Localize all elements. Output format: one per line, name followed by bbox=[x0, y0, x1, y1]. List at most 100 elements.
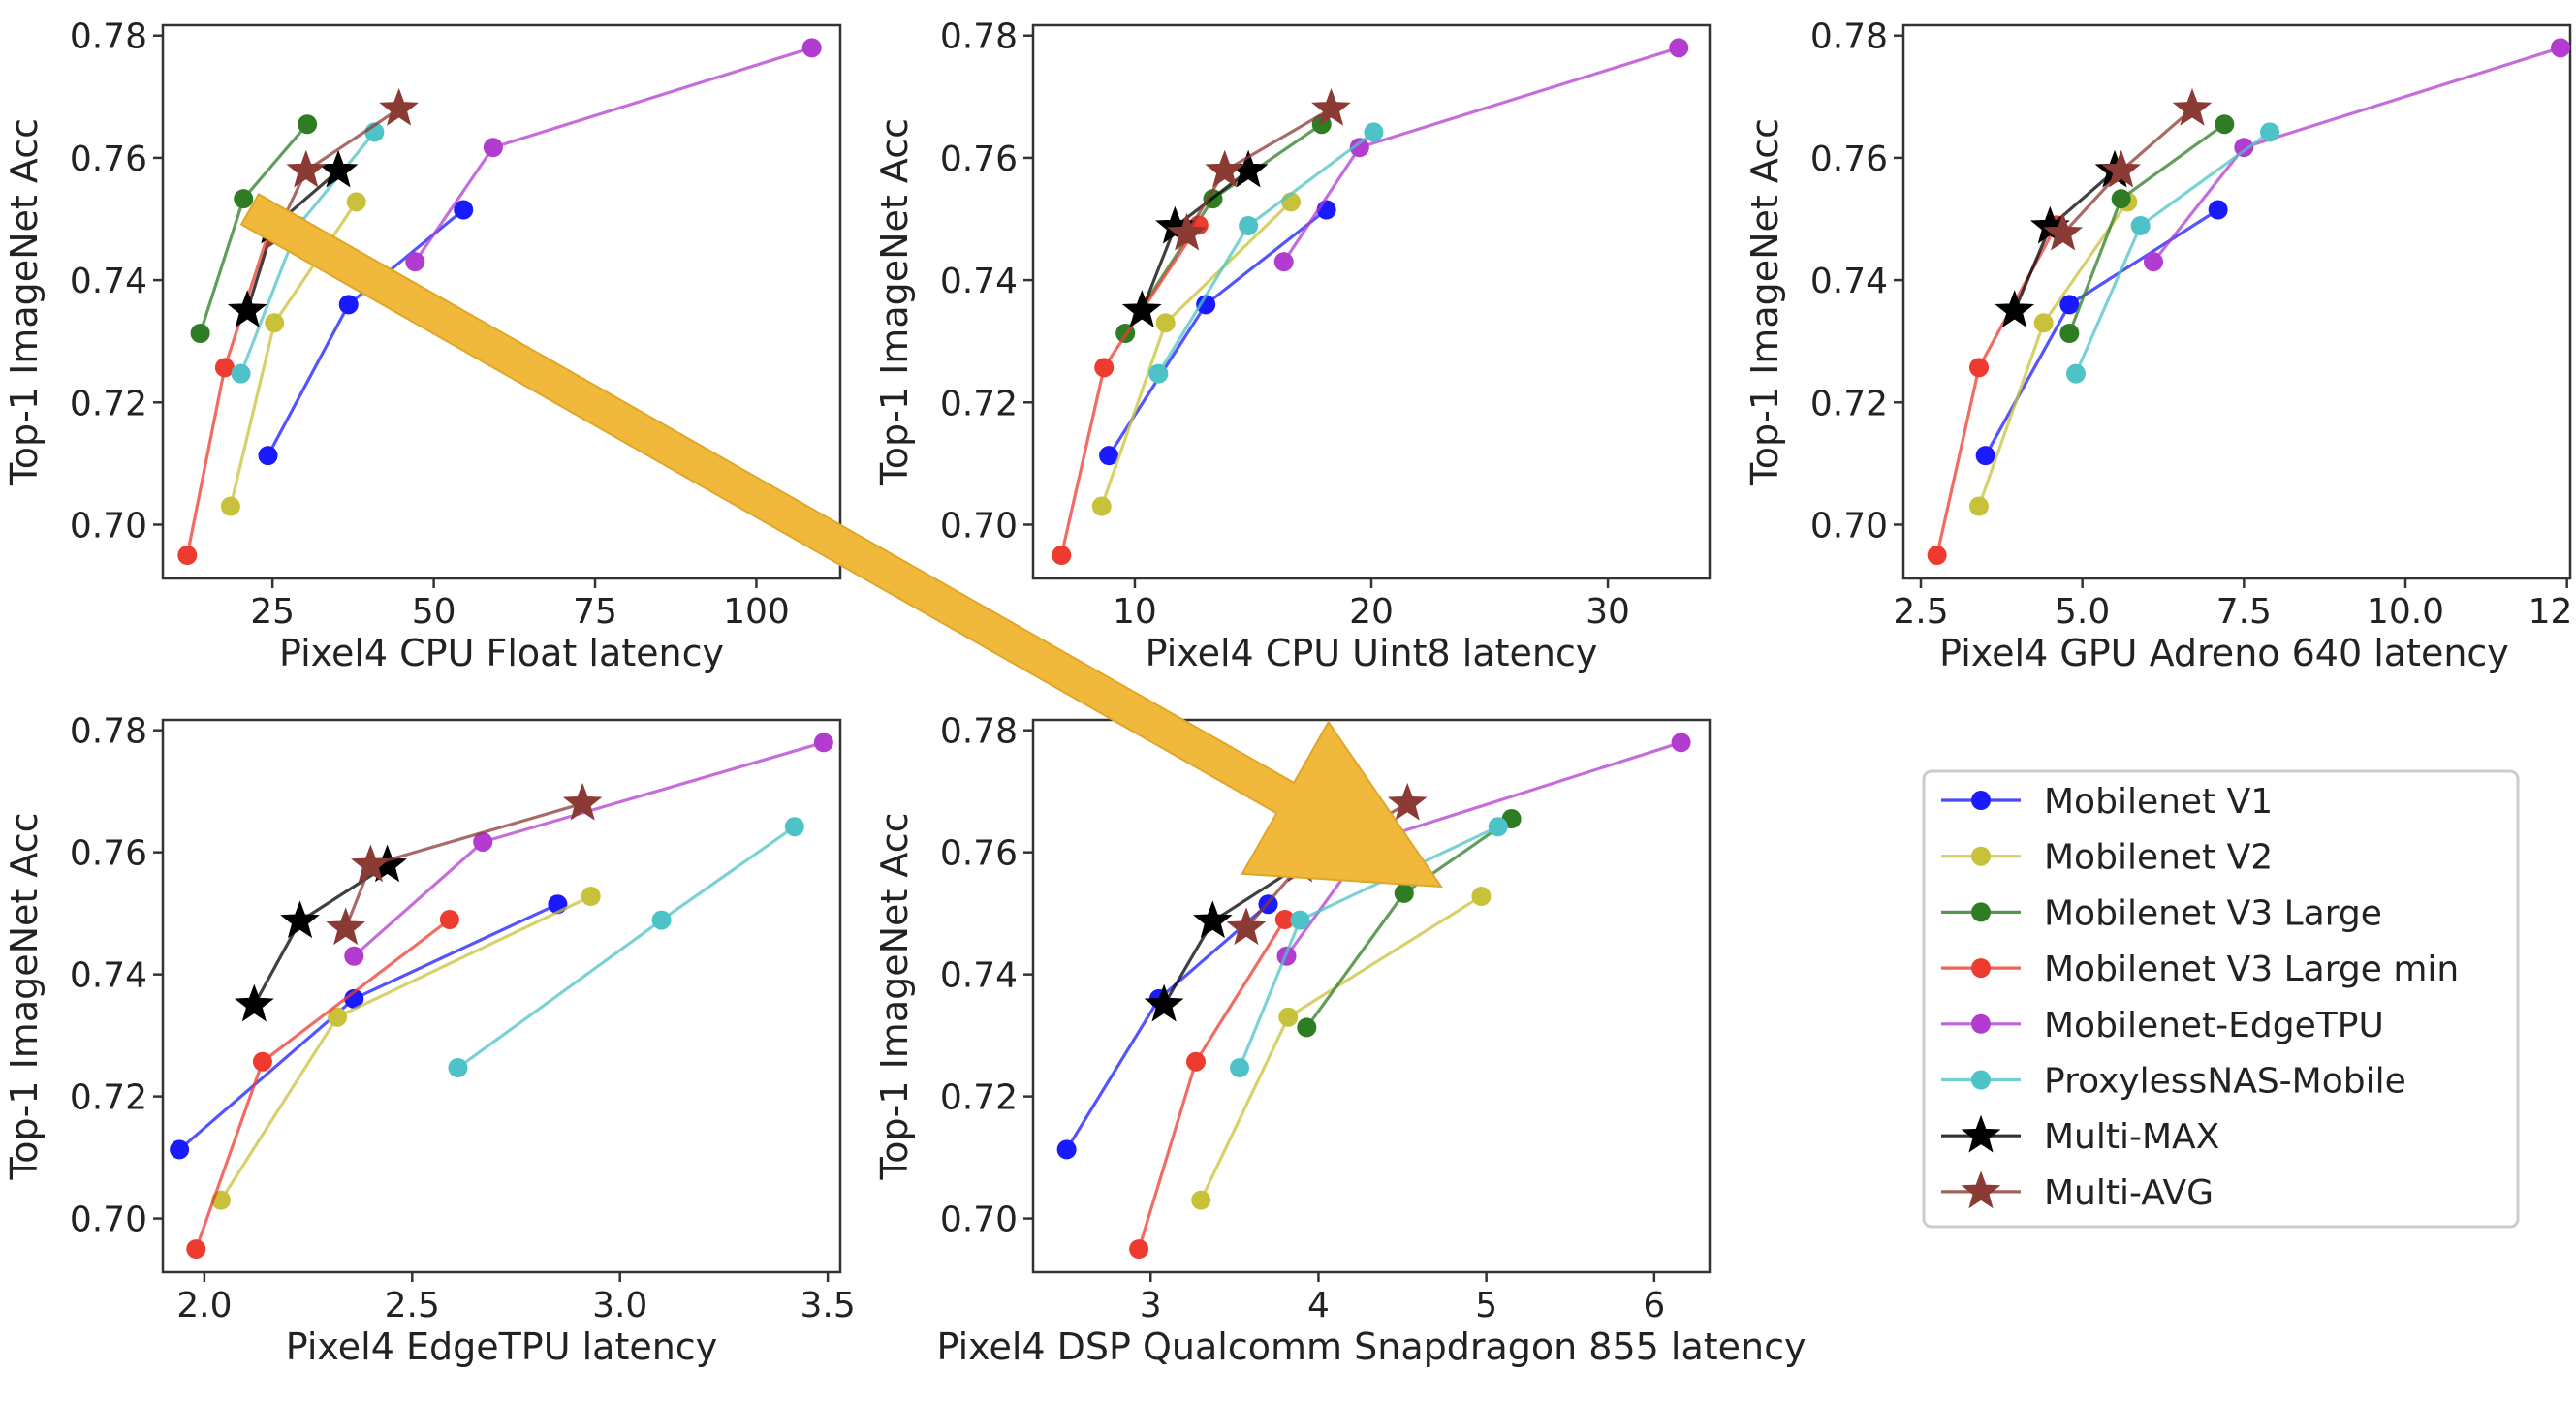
data-point bbox=[1969, 496, 1989, 516]
data-point bbox=[439, 909, 459, 929]
data-point bbox=[1671, 733, 1691, 753]
legend-entry-multi-avg: Multi-AVG bbox=[1941, 1170, 2214, 1213]
series-mobilenet-v2 bbox=[1191, 887, 1492, 1210]
series-multi-avg bbox=[1167, 87, 1351, 251]
series-mobilenet-edgetpu bbox=[1273, 38, 1689, 272]
series-mobilenet-edgetpu bbox=[344, 733, 833, 966]
data-point bbox=[2551, 38, 2570, 58]
x-tick-label: 10 bbox=[1113, 592, 1157, 632]
data-point-star bbox=[227, 290, 267, 327]
legend-label: ProxylessNAS-Mobile bbox=[2044, 1062, 2406, 1102]
y-tick-label: 0.72 bbox=[1810, 384, 1888, 423]
y-tick-label: 0.78 bbox=[940, 712, 1018, 752]
y-tick-label: 0.74 bbox=[1810, 262, 1888, 301]
y-tick-label: 0.78 bbox=[1810, 17, 1888, 57]
y-tick-label: 0.76 bbox=[70, 834, 147, 874]
plot-area bbox=[1901, 23, 2572, 580]
plot-area bbox=[1031, 23, 1712, 580]
x-tick-label: 3.0 bbox=[592, 1286, 647, 1325]
legend-label: Mobilenet V3 Large bbox=[2044, 893, 2382, 933]
legend-label: Mobilenet V1 bbox=[2044, 782, 2273, 822]
y-axis-label: Top-1 ImageNet Acc bbox=[873, 813, 916, 1181]
x-tick-label: 2.0 bbox=[176, 1286, 232, 1325]
highlight-arrow-shape bbox=[239, 193, 1443, 889]
legend-circle-marker bbox=[1971, 1013, 1991, 1034]
data-point bbox=[405, 252, 425, 272]
data-point bbox=[1099, 446, 1119, 466]
plot-area bbox=[161, 718, 842, 1274]
data-point bbox=[483, 138, 503, 158]
legend-label: Mobilenet-EdgeTPU bbox=[2044, 1006, 2384, 1045]
y-tick-label: 0.76 bbox=[1810, 140, 1888, 179]
data-point bbox=[1230, 1058, 1250, 1078]
data-point-star bbox=[1192, 900, 1233, 939]
data-point bbox=[1186, 1051, 1207, 1072]
data-point bbox=[473, 831, 493, 852]
data-point bbox=[190, 323, 210, 343]
legend-entry-mobilenet-v3-large: Mobilenet V3 Large bbox=[1941, 893, 2382, 933]
data-point bbox=[1290, 910, 1310, 930]
legend-circle-marker bbox=[1971, 1070, 1991, 1090]
y-tick-label: 0.72 bbox=[940, 384, 1018, 423]
data-point bbox=[1297, 1017, 1317, 1038]
x-tick-label: 100 bbox=[723, 592, 790, 632]
y-axis-label: Top-1 ImageNet Acc bbox=[873, 118, 916, 486]
data-point bbox=[2208, 200, 2228, 220]
data-point bbox=[2059, 323, 2080, 343]
x-tick-label: 6 bbox=[1643, 1286, 1665, 1325]
data-point bbox=[2066, 363, 2086, 384]
series-mobilenet-edgetpu bbox=[2144, 38, 2570, 272]
data-point bbox=[186, 1239, 206, 1260]
data-point-star bbox=[1205, 149, 1245, 188]
data-point bbox=[2215, 114, 2235, 135]
x-tick-label: 5 bbox=[1475, 1286, 1497, 1325]
data-point bbox=[1278, 1007, 1299, 1027]
subplot-pixel4-edgetpu-latency: 0.70 0.72 0.74 0.76 0.78 2.0 2.5 3.0 3.5 Pixel4 E… bbox=[3, 712, 856, 1368]
y-tick-label: 0.76 bbox=[940, 834, 1018, 874]
data-point bbox=[813, 733, 833, 753]
x-axis-label: Pixel4 CPU Float latency bbox=[279, 632, 724, 674]
data-point bbox=[298, 114, 318, 135]
data-point bbox=[344, 946, 364, 966]
y-tick-label: 0.74 bbox=[70, 262, 147, 301]
data-point bbox=[1056, 1139, 1077, 1160]
y-tick-label: 0.70 bbox=[940, 506, 1018, 546]
y-axis-label: Top-1 ImageNet Acc bbox=[3, 813, 46, 1181]
series-proxylessnas-mobile bbox=[1230, 817, 1508, 1078]
x-tick-label: 75 bbox=[573, 592, 617, 632]
y-tick-label: 0.76 bbox=[70, 140, 147, 179]
data-point bbox=[1394, 883, 1414, 903]
highlight-arrow bbox=[239, 193, 1443, 889]
data-point bbox=[1273, 252, 1294, 272]
x-axis-label: Pixel4 CPU Uint8 latency bbox=[1146, 632, 1598, 674]
x-tick-label: 3.5 bbox=[801, 1286, 856, 1325]
data-point bbox=[214, 358, 235, 378]
data-point bbox=[220, 496, 240, 516]
data-point bbox=[1364, 122, 1384, 142]
data-point bbox=[258, 446, 278, 466]
y-tick-label: 0.70 bbox=[940, 1200, 1018, 1240]
y-tick-label: 0.78 bbox=[70, 17, 147, 57]
y-tick-label: 0.70 bbox=[70, 1200, 147, 1240]
series-mobilenet-v1 bbox=[258, 200, 474, 466]
data-point-star bbox=[1311, 87, 1351, 126]
data-point bbox=[265, 313, 285, 333]
series-mobilenet-v2 bbox=[1091, 192, 1302, 516]
data-point bbox=[2111, 189, 2131, 209]
x-tick-label: 50 bbox=[412, 592, 456, 632]
legend-star-marker bbox=[1961, 1170, 2001, 1209]
data-point-star bbox=[326, 907, 366, 946]
series-mobilenet-v3-large-min bbox=[1129, 909, 1295, 1260]
data-point-star bbox=[1121, 290, 1162, 327]
series-mobilenet-v3-large-min bbox=[186, 909, 459, 1260]
data-point-star bbox=[234, 983, 274, 1022]
series-proxylessnas-mobile bbox=[2066, 122, 2279, 384]
y-tick-label: 0.74 bbox=[70, 956, 147, 996]
data-point bbox=[1052, 546, 1072, 566]
data-point-star bbox=[562, 782, 603, 821]
x-tick-label: 20 bbox=[1349, 592, 1394, 632]
data-point bbox=[1155, 313, 1176, 333]
